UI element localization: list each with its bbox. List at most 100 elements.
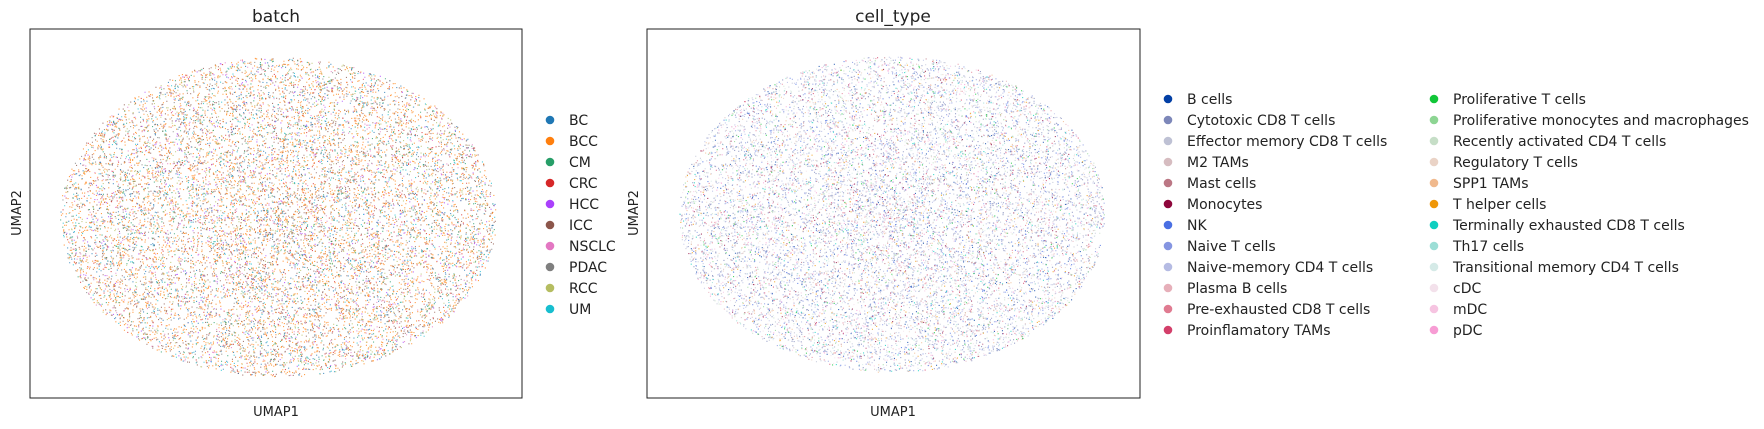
legend-item: Effector memory CD8 T cells [1163,134,1387,150]
legend-label: Mast cells [1187,176,1256,192]
legend-item: Recently activated CD4 T cells [1429,134,1666,150]
legend-marker [1429,262,1439,272]
legend-marker [1429,94,1439,104]
legend-item: Transitional memory CD4 T cells [1429,260,1679,276]
legend-label: Terminally exhausted CD8 T cells [1452,218,1685,234]
legend-marker [1429,178,1439,188]
legend-marker [1163,241,1173,251]
cell-type-panel: cell_type UMAP1 UMAP2 B cells Cytotoxic C… [627,7,1749,420]
legend-label: Transitional memory CD4 T cells [1452,260,1679,276]
legend-marker [1429,115,1439,125]
legend-label: NK [1187,218,1207,234]
batch-axes-frame [29,28,523,399]
legend-label: T helper cells [1452,197,1546,213]
legend-label: cDC [1453,281,1481,297]
legend-marker [1163,304,1173,314]
cell-type-title: cell_type [855,7,931,27]
batch-xlabel: UMAP1 [253,405,299,420]
legend-item: HCC [545,197,599,213]
batch-title: batch [252,7,300,27]
legend-item: PDAC [545,260,607,276]
legend-marker [1163,157,1173,167]
legend-item: Proinflamatory TAMs [1163,323,1331,339]
legend-label: PDAC [569,260,607,276]
legend-label: mDC [1453,302,1487,318]
legend-marker [1429,325,1439,335]
legend-marker [545,115,555,125]
legend-marker [1163,136,1173,146]
legend-item: Mast cells [1163,176,1256,192]
legend-label: SPP1 TAMs [1453,176,1529,192]
batch-ylabel: UMAP2 [10,190,25,236]
legend-item: pDC [1429,323,1483,339]
legend-label: Naive-memory CD4 T cells [1187,260,1373,276]
legend-label: Recently activated CD4 T cells [1453,134,1666,150]
legend-item: Naive T cells [1163,239,1276,255]
legend-item: Regulatory T cells [1429,155,1578,171]
legend-marker [1429,241,1439,251]
cell-type-ylabel: UMAP2 [627,190,642,236]
legend-item: Pre-exhausted CD8 T cells [1163,302,1370,318]
cell-type-legend: B cells Cytotoxic CD8 T cells Effector mem… [1163,92,1749,339]
legend-label: BC [569,113,588,129]
legend-marker [1163,262,1173,272]
legend-label: pDC [1453,323,1483,339]
legend-label: NSCLC [569,239,616,255]
legend-item: SPP1 TAMs [1429,176,1529,192]
legend-item: T helper cells [1429,197,1546,213]
legend-marker [1429,283,1439,293]
legend-label: Proliferative T cells [1453,92,1586,108]
legend-label: Effector memory CD8 T cells [1187,134,1387,150]
legend-label: Cytotoxic CD8 T cells [1187,113,1335,129]
legend-label: BCC [569,134,598,150]
legend-item: cDC [1429,281,1481,297]
batch-legend: BC BCC CM CRC HCC ICC NSCLC PDAC RCC UM [545,113,616,318]
legend-marker [545,262,555,272]
legend-item: Naive-memory CD4 T cells [1163,260,1373,276]
legend-marker [1163,94,1173,104]
legend-item: BCC [545,134,598,150]
cell-type-xlabel: UMAP1 [870,405,916,420]
batch-point-cloud [60,57,497,378]
legend-label: RCC [569,281,598,297]
legend-item: Proliferative T cells [1429,92,1586,108]
legend-label: Th17 cells [1452,239,1524,255]
legend-marker [1429,136,1439,146]
legend-marker [1429,199,1439,209]
batch-panel: batch UMAP1 UMAP2 BC BCC CM CRC HCC ICC NSCLC P… [10,7,616,420]
legend-item: ICC [545,218,593,234]
legend-label: CM [569,155,591,171]
legend-marker [545,136,555,146]
legend-label: Pre-exhausted CD8 T cells [1187,302,1370,318]
legend-item: BC [545,113,588,129]
legend-label: HCC [569,197,599,213]
legend-marker [1163,178,1173,188]
legend-item: Th17 cells [1429,239,1524,255]
point-cloud-dots [63,57,496,377]
legend-marker [1163,199,1173,209]
legend-label: Proliferative monocytes and macrophages [1453,113,1749,129]
legend-marker [545,283,555,293]
legend-item: Cytotoxic CD8 T cells [1163,113,1335,129]
legend-marker [1163,115,1173,125]
legend-label: Proinflamatory TAMs [1187,323,1331,339]
legend-marker [1429,220,1439,230]
legend-marker [1163,325,1173,335]
legend-item: NK [1163,218,1207,234]
legend-label: CRC [569,176,598,192]
legend-item: Terminally exhausted CD8 T cells [1429,218,1685,234]
legend-marker [1163,283,1173,293]
legend-item: RCC [545,281,598,297]
legend-label: Plasma B cells [1187,281,1287,297]
legend-label: M2 TAMs [1187,155,1249,171]
cell-type-axes-frame [646,28,1141,399]
legend-item: B cells [1163,92,1232,108]
legend-marker [545,304,555,314]
legend-item: M2 TAMs [1163,155,1249,171]
legend-label: UM [569,302,591,318]
legend-marker [1429,304,1439,314]
legend-item: Monocytes [1163,197,1262,213]
legend-marker [545,220,555,230]
legend-marker [1163,220,1173,230]
